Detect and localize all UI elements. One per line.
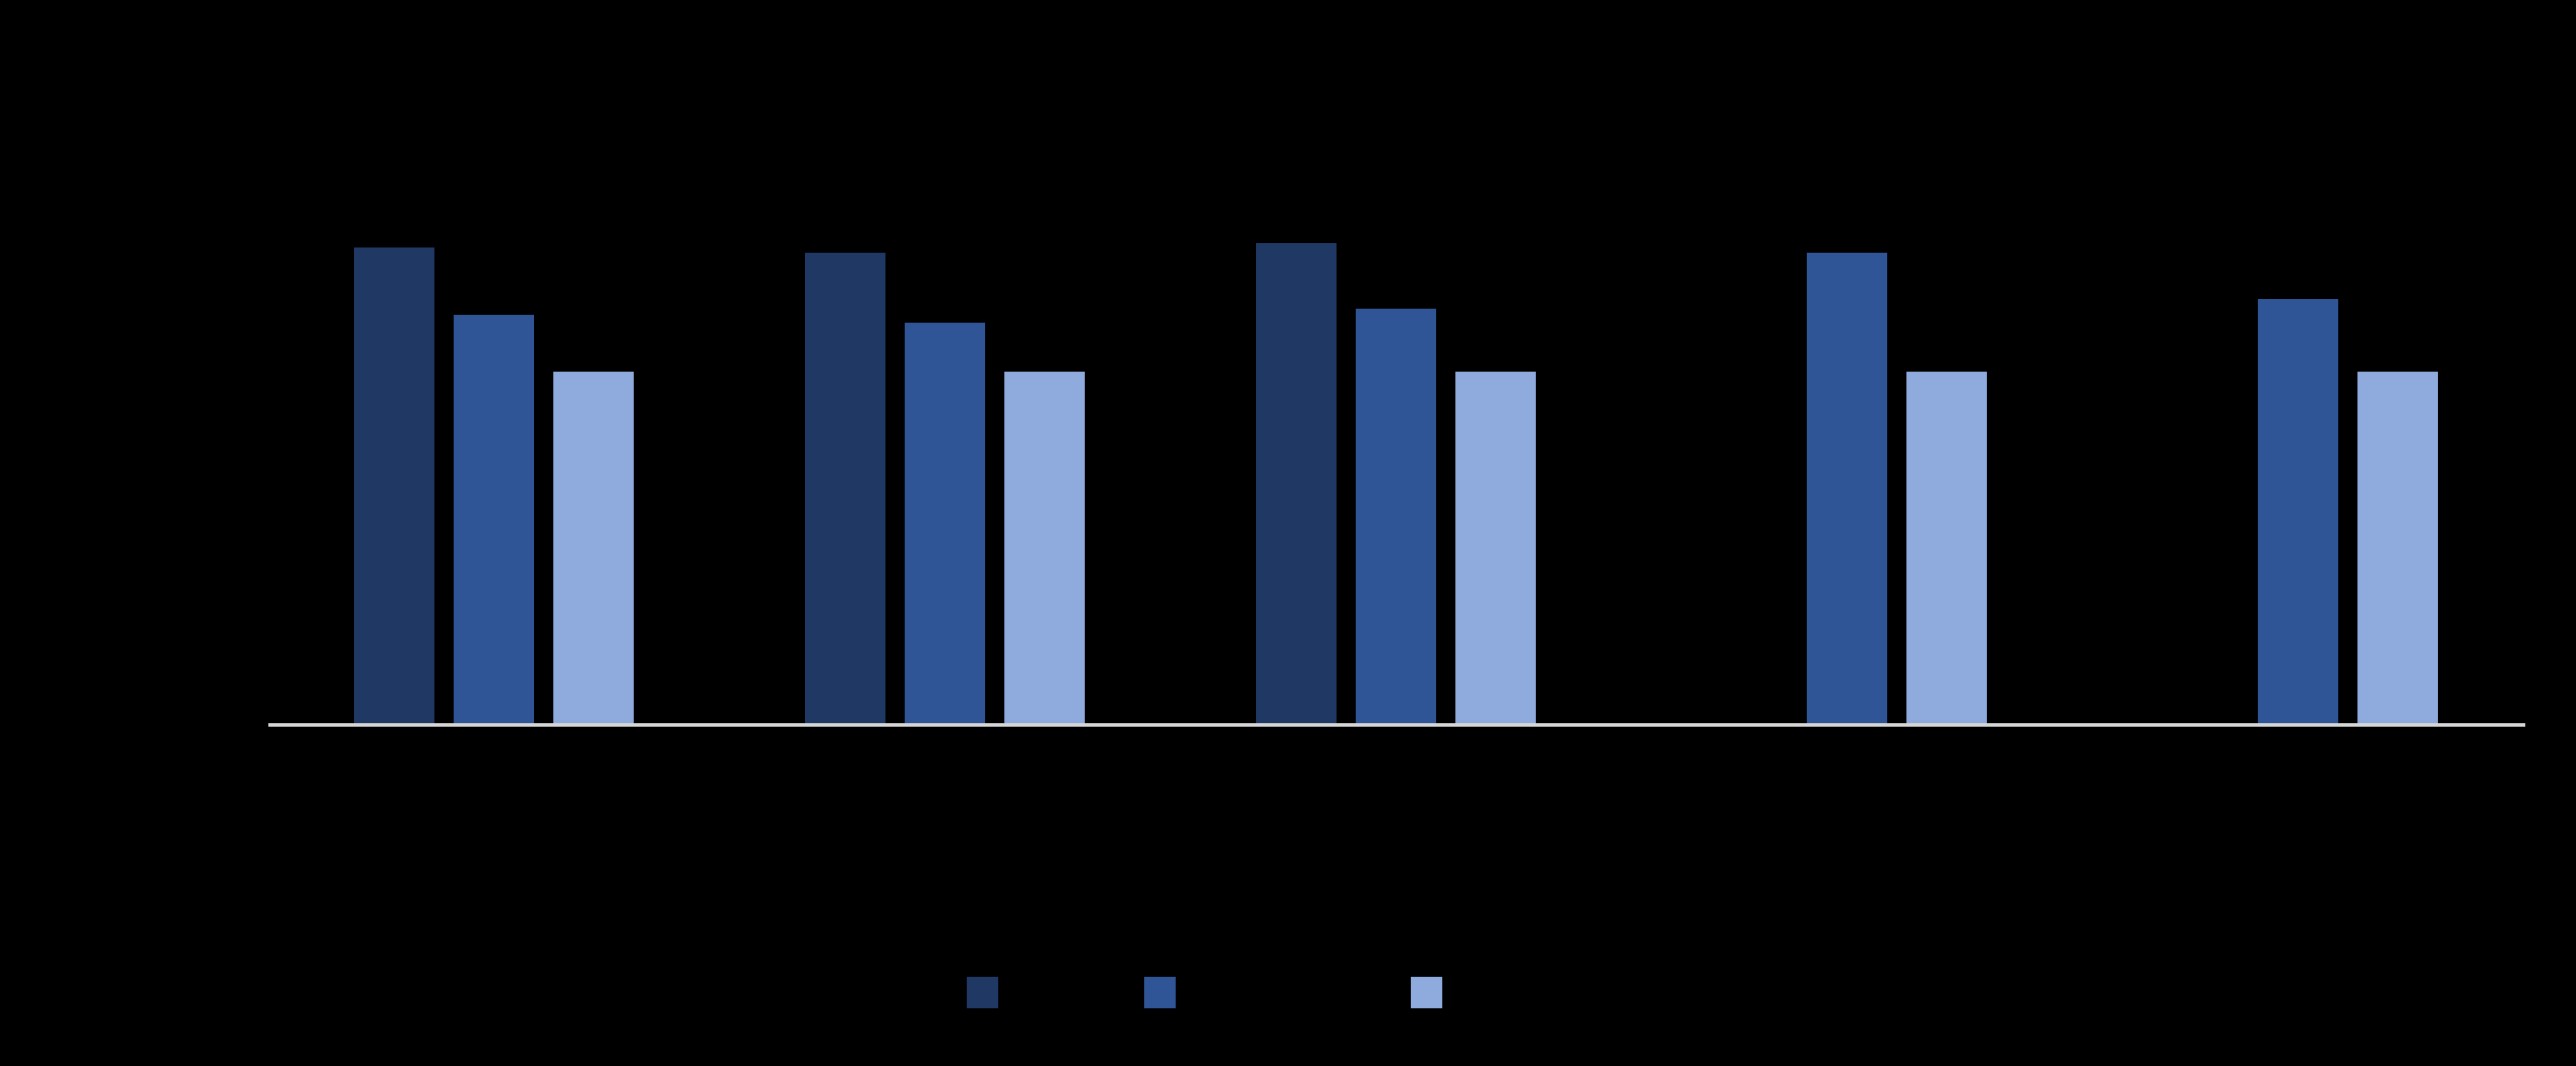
bar-series-1-dark-navy-group-1 [354,247,434,726]
bar-series-1-dark-navy-group-2 [805,253,885,726]
bar-series-2-medium-blue-group-5 [2258,299,2338,726]
bar-series-2-medium-blue-group-3 [1356,309,1436,726]
bar-series-1-dark-navy-group-3 [1256,243,1337,726]
bar-series-2-medium-blue-group-4 [1807,253,1887,726]
legend-swatch-medium-blue [1144,977,1176,1008]
bar-series-3-light-blue-group-5 [2357,372,2438,726]
bar-series-3-light-blue-group-3 [1455,372,1536,726]
bar-series-3-light-blue-group-2 [1004,372,1085,726]
bar-series-2-medium-blue-group-1 [454,315,534,726]
bar-series-2-medium-blue-group-2 [905,323,985,726]
legend-swatch-dark-navy [967,977,998,1008]
legend-swatch-light-blue [1411,977,1442,1008]
bar-series-3-light-blue-group-4 [1906,372,1987,726]
x-axis-line [268,723,2525,727]
bar-series-3-light-blue-group-1 [553,372,634,726]
